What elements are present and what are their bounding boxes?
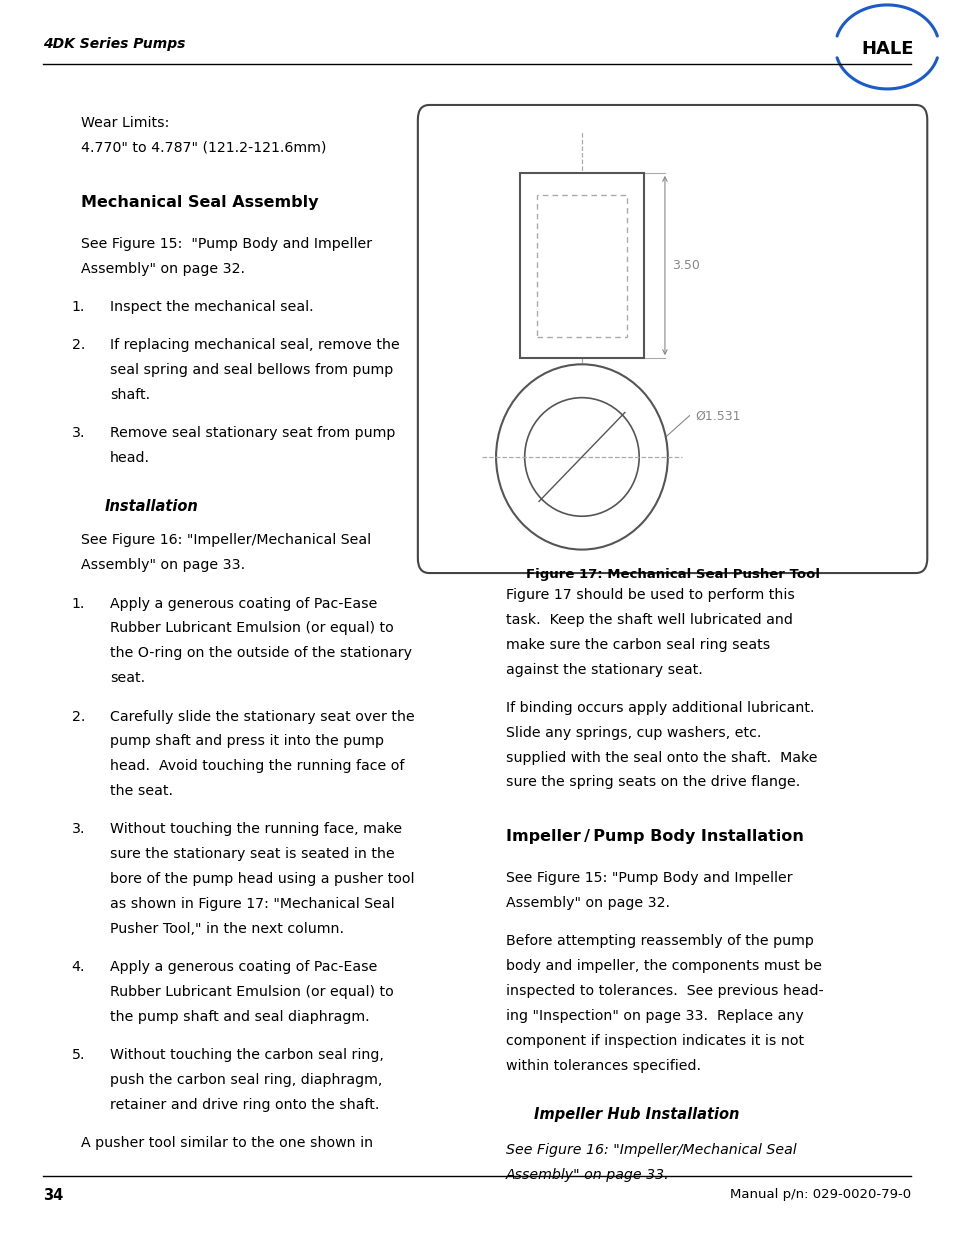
Text: Assembly" on page 33.: Assembly" on page 33. (81, 558, 245, 572)
Text: Assembly" on page 32.: Assembly" on page 32. (81, 262, 245, 275)
Text: make sure the carbon seal ring seats: make sure the carbon seal ring seats (505, 637, 769, 652)
FancyBboxPatch shape (417, 105, 926, 573)
Text: Installation: Installation (105, 499, 198, 514)
Text: 3.50: 3.50 (672, 259, 700, 273)
Text: shaft.: shaft. (110, 388, 150, 401)
Text: If binding occurs apply additional lubricant.: If binding occurs apply additional lubri… (505, 700, 813, 715)
Text: Remove seal stationary seat from pump: Remove seal stationary seat from pump (110, 426, 395, 440)
Text: 2.: 2. (71, 710, 85, 724)
Text: 5.: 5. (71, 1049, 85, 1062)
Text: head.  Avoid touching the running face of: head. Avoid touching the running face of (110, 760, 404, 773)
Text: A pusher tool similar to the one shown in: A pusher tool similar to the one shown i… (81, 1136, 373, 1150)
Text: sure the spring seats on the drive flange.: sure the spring seats on the drive flang… (505, 776, 799, 789)
Text: supplied with the seal onto the shaft.  Make: supplied with the seal onto the shaft. M… (505, 751, 817, 764)
Text: inspected to tolerances.  See previous head-: inspected to tolerances. See previous he… (505, 984, 822, 998)
Text: Rubber Lubricant Emulsion (or equal) to: Rubber Lubricant Emulsion (or equal) to (110, 986, 393, 999)
Text: sure the stationary seat is seated in the: sure the stationary seat is seated in th… (110, 847, 394, 861)
Text: head.: head. (110, 451, 150, 466)
Text: Apply a generous coating of Pac-Ease: Apply a generous coating of Pac-Ease (110, 597, 376, 610)
Text: If replacing mechanical seal, remove the: If replacing mechanical seal, remove the (110, 338, 399, 352)
Text: 4.: 4. (71, 961, 85, 974)
Text: the seat.: the seat. (110, 784, 172, 798)
Text: 3.: 3. (71, 823, 85, 836)
Bar (519, 173, 643, 358)
Text: Carefully slide the stationary seat over the: Carefully slide the stationary seat over… (110, 710, 414, 724)
Text: See Figure 16: "Impeller/Mechanical Seal: See Figure 16: "Impeller/Mechanical Seal (81, 534, 371, 547)
Text: 4DK Series Pumps: 4DK Series Pumps (43, 37, 185, 51)
Text: 3.: 3. (71, 426, 85, 440)
Text: task.  Keep the shaft well lubricated and: task. Keep the shaft well lubricated and (505, 613, 792, 626)
Text: HALE: HALE (860, 40, 913, 58)
Text: See Figure 15: "Pump Body and Impeller: See Figure 15: "Pump Body and Impeller (505, 871, 791, 885)
Ellipse shape (496, 364, 667, 550)
Text: the O-ring on the outside of the stationary: the O-ring on the outside of the station… (110, 646, 412, 661)
Text: 1.: 1. (71, 300, 85, 314)
Text: See Figure 16: "Impeller/Mechanical Seal: See Figure 16: "Impeller/Mechanical Seal (505, 1144, 796, 1157)
Text: Inspect the mechanical seal.: Inspect the mechanical seal. (110, 300, 313, 314)
Text: within tolerances specified.: within tolerances specified. (505, 1058, 700, 1073)
Text: 4.770" to 4.787" (121.2-121.6mm): 4.770" to 4.787" (121.2-121.6mm) (81, 141, 326, 154)
Text: component if inspection indicates it is not: component if inspection indicates it is … (505, 1034, 802, 1047)
Text: See Figure 15:  "Pump Body and Impeller: See Figure 15: "Pump Body and Impeller (81, 237, 372, 251)
Text: retainer and drive ring onto the shaft.: retainer and drive ring onto the shaft. (110, 1098, 378, 1112)
Text: Rubber Lubricant Emulsion (or equal) to: Rubber Lubricant Emulsion (or equal) to (110, 621, 393, 636)
Text: 2.: 2. (71, 338, 85, 352)
Text: Pusher Tool," in the next column.: Pusher Tool," in the next column. (110, 923, 343, 936)
Text: Impeller Hub Installation: Impeller Hub Installation (534, 1107, 739, 1121)
Text: Figure 17: Mechanical Seal Pusher Tool: Figure 17: Mechanical Seal Pusher Tool (525, 568, 819, 582)
Text: Ø1.531: Ø1.531 (695, 410, 740, 424)
Text: Assembly" on page 33.: Assembly" on page 33. (505, 1168, 669, 1182)
Text: Slide any springs, cup washers, etc.: Slide any springs, cup washers, etc. (505, 726, 760, 740)
Text: push the carbon seal ring, diaphragm,: push the carbon seal ring, diaphragm, (110, 1073, 382, 1087)
Text: ing "Inspection" on page 33.  Replace any: ing "Inspection" on page 33. Replace any (505, 1009, 802, 1023)
Text: body and impeller, the components must be: body and impeller, the components must b… (505, 960, 821, 973)
Text: Manual p/n: 029-0020-79-0: Manual p/n: 029-0020-79-0 (729, 1188, 910, 1202)
Text: Figure 17 should be used to perform this: Figure 17 should be used to perform this (505, 588, 794, 601)
Text: 34: 34 (43, 1188, 63, 1203)
Text: seat.: seat. (110, 672, 145, 685)
Text: Without touching the running face, make: Without touching the running face, make (110, 823, 401, 836)
Text: as shown in Figure 17: "Mechanical Seal: as shown in Figure 17: "Mechanical Seal (110, 897, 394, 911)
Text: pump shaft and press it into the pump: pump shaft and press it into the pump (110, 735, 383, 748)
Text: Without touching the carbon seal ring,: Without touching the carbon seal ring, (110, 1049, 383, 1062)
Text: the pump shaft and seal diaphragm.: the pump shaft and seal diaphragm. (110, 1010, 369, 1024)
Text: Assembly" on page 32.: Assembly" on page 32. (505, 897, 669, 910)
Text: against the stationary seat.: against the stationary seat. (505, 662, 701, 677)
Text: 1.: 1. (71, 597, 85, 610)
Text: Mechanical Seal Assembly: Mechanical Seal Assembly (81, 195, 318, 210)
Text: bore of the pump head using a pusher tool: bore of the pump head using a pusher too… (110, 872, 414, 887)
Bar (536, 194, 626, 336)
Text: Impeller / Pump Body Installation: Impeller / Pump Body Installation (505, 829, 802, 844)
Text: Wear Limits:: Wear Limits: (81, 116, 170, 130)
Ellipse shape (524, 398, 639, 516)
Text: seal spring and seal bellows from pump: seal spring and seal bellows from pump (110, 363, 393, 377)
Text: Before attempting reassembly of the pump: Before attempting reassembly of the pump (505, 935, 813, 948)
Text: Apply a generous coating of Pac-Ease: Apply a generous coating of Pac-Ease (110, 961, 376, 974)
